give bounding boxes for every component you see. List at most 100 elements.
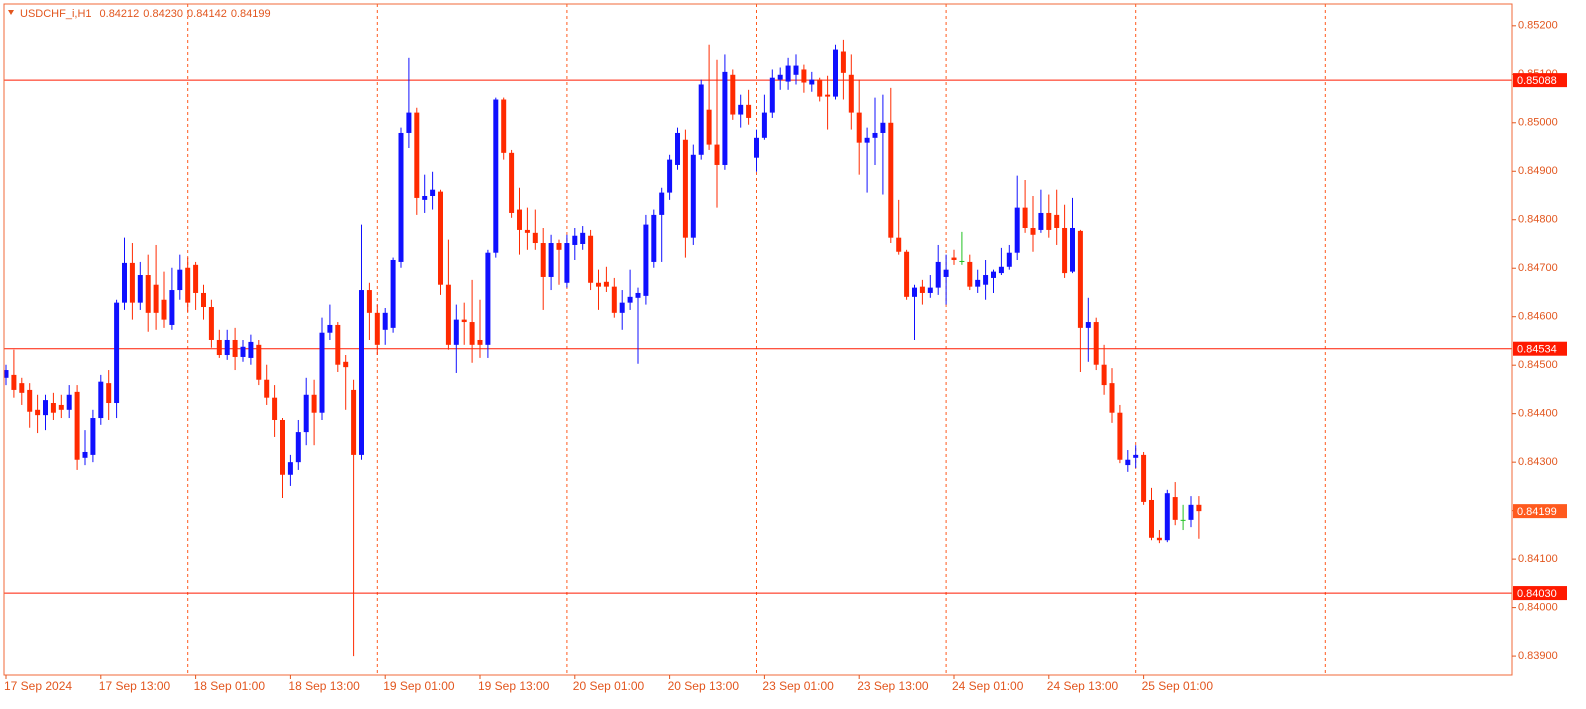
x-tick-label: 25 Sep 01:00 (1142, 679, 1214, 693)
candle-body (343, 361, 349, 368)
candle-body (366, 290, 372, 313)
candle-body (1046, 212, 1052, 230)
candle-body (311, 394, 317, 413)
x-tick-label: 23 Sep 01:00 (762, 679, 834, 693)
candle-body (453, 319, 459, 345)
candle-body (382, 312, 388, 330)
candle-body (825, 94, 831, 97)
candle-body (856, 112, 862, 143)
candle-body (256, 344, 262, 380)
x-tick-label: 20 Sep 13:00 (668, 679, 740, 693)
candle-body (19, 383, 25, 393)
candle-body (659, 192, 665, 215)
candle-body (1196, 504, 1202, 512)
candle-body (114, 302, 120, 404)
candle-body (596, 282, 601, 287)
candle-body (761, 112, 767, 138)
close-value: 0.84199 (231, 8, 271, 20)
y-tick-label: 0.84100 (1518, 553, 1558, 565)
header-icon (8, 10, 14, 15)
candle-body (1180, 519, 1186, 521)
candle-body (730, 74, 736, 115)
candle-body (232, 339, 238, 357)
candle-body (264, 379, 270, 398)
candle-body (287, 462, 293, 475)
y-tick-label: 0.84000 (1518, 602, 1558, 614)
open-value: 0.84212 (100, 8, 140, 20)
candle-body (129, 262, 135, 303)
candle-body (272, 397, 278, 420)
candle-body (1109, 383, 1115, 413)
candle-body (461, 319, 467, 323)
y-tick-label: 0.84400 (1518, 408, 1558, 420)
high-value: 0.84230 (143, 8, 183, 20)
candle-body (833, 49, 838, 97)
candle-body (619, 302, 625, 313)
candle-body (438, 191, 443, 285)
candle-body (912, 287, 917, 297)
candle-body (682, 139, 688, 238)
candle-body (967, 261, 973, 287)
x-tick-label: 19 Sep 01:00 (383, 679, 455, 693)
candle-body (651, 214, 657, 262)
candle-body (98, 381, 104, 419)
candle-body (959, 260, 965, 262)
candle-body (706, 109, 712, 145)
candle-body (698, 84, 704, 155)
candle-body (74, 391, 80, 460)
level-box (1513, 341, 1567, 356)
candle-body (722, 71, 728, 165)
x-tick-label: 17 Sep 2024 (4, 679, 72, 693)
candle-body (208, 307, 214, 340)
candle-body (635, 292, 641, 298)
candle-body (303, 394, 309, 433)
candle-body (414, 112, 420, 198)
candle-body (848, 74, 854, 113)
candle-body (122, 262, 127, 303)
candle-body (675, 132, 680, 165)
candle-body (864, 137, 870, 143)
y-tick-label: 0.85200 (1518, 20, 1558, 32)
candle-body (185, 267, 191, 303)
x-tick-label: 20 Sep 01:00 (573, 679, 645, 693)
candle-body (935, 261, 941, 288)
candle-body (390, 259, 396, 328)
y-tick-label: 0.84800 (1518, 214, 1558, 226)
candle-body (351, 389, 357, 455)
candle-body (746, 104, 752, 118)
candle-body (517, 209, 522, 230)
y-tick-label: 0.83900 (1518, 650, 1558, 662)
candle-body (524, 229, 530, 233)
candle-body (469, 322, 475, 345)
candle-body (919, 286, 925, 293)
candle-body (998, 266, 1004, 274)
x-tick-label: 19 Sep 13:00 (478, 679, 550, 693)
candle-body (398, 132, 404, 262)
candle-body (611, 286, 617, 313)
candle-body (1038, 212, 1044, 230)
y-tick-label: 0.84600 (1518, 311, 1558, 323)
y-tick-label: 0.84700 (1518, 262, 1558, 274)
candle-body (580, 232, 586, 244)
candle-body (793, 65, 799, 75)
candle-body (240, 346, 246, 357)
candle-body (1070, 227, 1075, 272)
candle-body (809, 79, 815, 85)
candle-body (840, 51, 846, 73)
candle-body (1172, 497, 1178, 520)
candle-body (572, 235, 578, 245)
candle-body (769, 77, 775, 113)
current-price-label: 0.84199 (1517, 506, 1557, 518)
candle-body (422, 195, 428, 200)
candle-body (872, 132, 878, 138)
candle-body (295, 432, 301, 463)
candle-body (904, 251, 910, 297)
candle-body (280, 419, 285, 475)
candle-body (374, 312, 380, 345)
candle-body (975, 279, 981, 287)
candle-body (1141, 454, 1147, 502)
level-box (1513, 586, 1567, 601)
grid-layer (187, 4, 1326, 675)
